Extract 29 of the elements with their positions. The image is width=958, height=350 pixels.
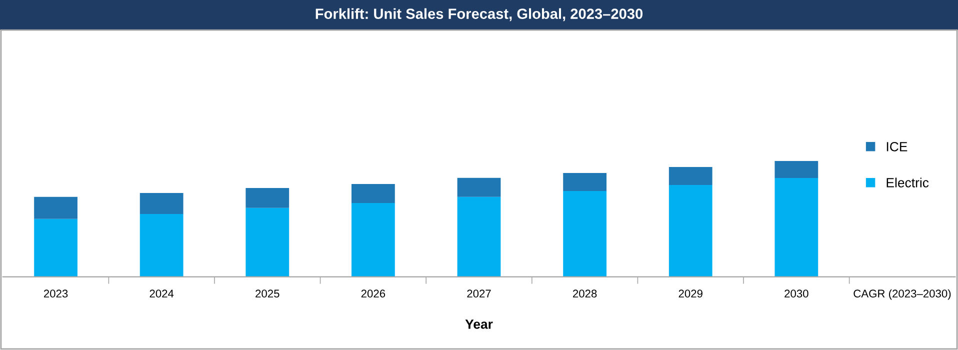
bar bbox=[140, 214, 184, 277]
bar bbox=[34, 218, 78, 277]
x-tick-label: 2024 bbox=[150, 290, 174, 298]
bar bbox=[457, 178, 501, 197]
bar bbox=[246, 208, 290, 277]
x-tick-label: 2023 bbox=[44, 290, 68, 298]
bar bbox=[668, 167, 712, 185]
bar bbox=[352, 202, 395, 277]
bar bbox=[352, 184, 395, 203]
bar bbox=[774, 178, 818, 277]
bar bbox=[140, 192, 184, 214]
x-axis-title: Year bbox=[465, 320, 493, 329]
x-tick-label: 2026 bbox=[361, 290, 386, 298]
x-tick-label: 2027 bbox=[467, 290, 491, 298]
bar bbox=[563, 191, 606, 277]
legend-label: Electric bbox=[886, 178, 929, 188]
legend-label: ICE bbox=[886, 142, 908, 152]
chart-title: Forklift: Unit Sales Forecast, Global, 2023–2030 bbox=[316, 8, 643, 22]
bar bbox=[34, 196, 78, 219]
bar bbox=[246, 188, 290, 208]
x-tick-label: 2030 bbox=[784, 290, 808, 298]
bar bbox=[774, 161, 818, 178]
x-tick-label: CAGR (2023–2030) bbox=[854, 289, 951, 300]
x-tick-label: 2029 bbox=[678, 290, 702, 298]
bar bbox=[457, 196, 501, 277]
x-tick-label: 2025 bbox=[256, 290, 280, 298]
x-tick-label: 2028 bbox=[573, 290, 597, 298]
bar bbox=[668, 184, 712, 277]
bar bbox=[563, 173, 606, 192]
